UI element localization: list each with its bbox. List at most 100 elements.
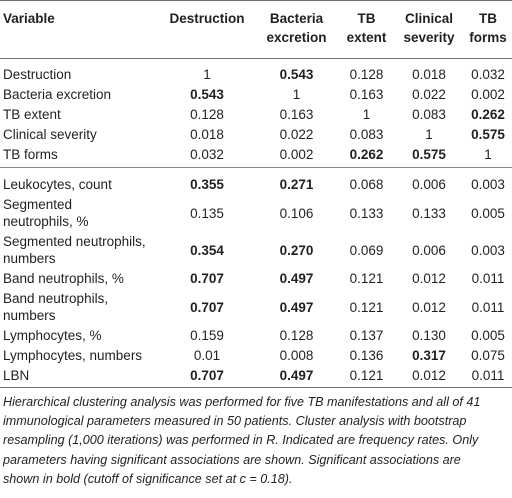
column-header: Variable [0,0,160,58]
table-row: Band neutrophils, numbers 0.707 0.497 0.121 0… [0,288,512,325]
table-row: Segmented neutrophils, % 0.135 0.106 0.133 0.… [0,194,512,231]
row-label-text: Leukocytes, count [3,177,112,192]
row-label-text: TB forms [3,147,58,162]
table-cell: 0.018 [412,67,446,82]
caption-line: resampling (1,000 iterations) was perfor… [3,433,479,448]
header-rule [0,58,512,59]
table-cell: 1 [203,67,211,82]
table-cell: 0.497 [279,271,314,286]
table-cell: 0.032 [471,67,505,82]
table-cell: 0.271 [279,177,314,192]
table-cell: 0.128 [190,107,224,122]
table-cell: 0.069 [349,242,384,258]
table-cell: 0.317 [412,348,446,363]
table-cell: 0.005 [471,205,505,221]
table-cell: 1 [425,127,433,142]
table-cell: 0.022 [412,87,446,102]
row-label-text: TB extent [3,107,61,122]
row-label: Leukocytes, count [0,168,160,195]
column-header-text: Clinical [404,11,453,26]
row-label-text: neutrophils, % [3,214,89,229]
table-cell: 0.068 [349,177,384,192]
table-cell: 0.133 [349,205,384,221]
row-label: LBN [0,365,160,385]
column-header-text: forms [469,30,507,45]
row-label-text: Lymphocytes, numbers [3,348,143,363]
row-label-text: LBN [3,368,30,383]
table-cell: 0.008 [279,348,314,363]
table-cell: 0.262 [339,144,394,168]
table-cell: 0.018 [190,127,224,142]
table-body: Destruction 1 0.543 0.128 0.018 0.032 Bacteria… [0,58,512,385]
table-cell: 0.128 [349,67,384,82]
table-cell: 0.543 [190,87,224,102]
table-cell: 0.128 [279,328,314,343]
column-header: TB forms [464,0,512,58]
table-cell: 0.002 [254,144,339,168]
row-label-text: Clinical severity [3,127,97,142]
table-cell: 1 [292,87,301,102]
caption-line: Hierarchical clustering analysis was per… [3,395,481,409]
column-header: Clinical severity [394,0,464,58]
column-header: Destruction [160,0,254,58]
table-cell: 0.121 [349,299,384,315]
table-cell: 0.011 [471,299,505,315]
row-label: Clinical severity [0,124,160,144]
table-cell: 0.005 [471,328,505,343]
row-label: Lymphocytes, % [0,325,160,345]
table-cell: 0.497 [279,299,314,315]
table-cell: 0.006 [412,177,446,192]
table-row: Lymphocytes, % 0.159 0.128 0.137 0.130 0.005 [0,325,512,345]
table-cell: 0.159 [190,328,224,343]
table-cell: 0.262 [471,107,505,122]
column-header-text: severity [403,30,455,45]
table-cell: 1 [362,107,371,122]
table-row: LBN 0.707 0.497 0.121 0.012 0.011 [0,365,512,385]
table-cell: 0.012 [412,271,446,286]
row-label-text: Destruction [3,67,72,82]
table-cell: 0.707 [190,368,224,383]
table-cell: 0.135 [190,205,224,221]
column-header-text: excretion [266,30,327,45]
table-cell: 0.003 [471,242,505,258]
table-cell: 0.497 [279,368,314,383]
table-cell: 0.075 [471,348,505,363]
table-row: Destruction 1 0.543 0.128 0.018 0.032 [0,58,512,84]
row-label-text: Band neutrophils, % [3,271,124,286]
table-cell: 1 [464,144,512,168]
row-label-text: Lymphocytes, % [3,328,102,343]
row-label: TB forms [0,144,160,168]
caption-line: parameters having significant associatio… [3,452,461,467]
table-cell: 0.012 [412,368,446,383]
table-row: TB extent 0.128 0.163 1 0.083 0.262 [0,104,512,124]
table-cell: 0.012 [412,299,446,315]
table-cell: 0.002 [471,87,505,102]
table-cell: 0.121 [349,368,384,383]
column-header: TB extent [339,0,394,58]
row-label-text: Segmented neutrophils, [3,234,146,249]
table-row: Lymphocytes, numbers 0.01 0.008 0.136 0.317 0… [0,345,512,365]
table-cell: 0.355 [190,177,224,192]
table-cell: 0.133 [412,205,446,221]
table-cell: 0.270 [279,242,314,258]
table-caption: Hierarchical clustering analysis was per… [3,393,503,489]
table-row: Leukocytes, count 0.355 0.271 0.068 0.006 0.0… [0,168,512,195]
row-label-text: Segmented [3,197,73,212]
table-cell: 0.136 [349,348,384,363]
row-label: Lymphocytes, numbers [0,345,160,365]
caption-line: shown in bold (cutoff of significance se… [3,471,293,486]
table-cell: 0.003 [471,177,505,192]
table-cell: 0.137 [349,328,384,343]
top-rule [0,0,512,1]
table-cell: 0.543 [279,67,314,82]
row-label: Segmented neutrophils, % [0,194,160,231]
row-label-text: Band neutrophils, [3,291,109,306]
table-row: Band neutrophils, % 0.707 0.497 0.121 0.012 0… [0,268,512,288]
row-label: Segmented neutrophils, numbers [0,231,160,268]
column-header-text: Destruction [169,11,245,26]
table-cell: 0.707 [190,299,224,315]
row-label: Band neutrophils, numbers [0,288,160,325]
table-cell: 0.01 [193,348,221,363]
table-cell: 0.022 [279,127,314,142]
table-cell: 0.163 [349,87,384,102]
